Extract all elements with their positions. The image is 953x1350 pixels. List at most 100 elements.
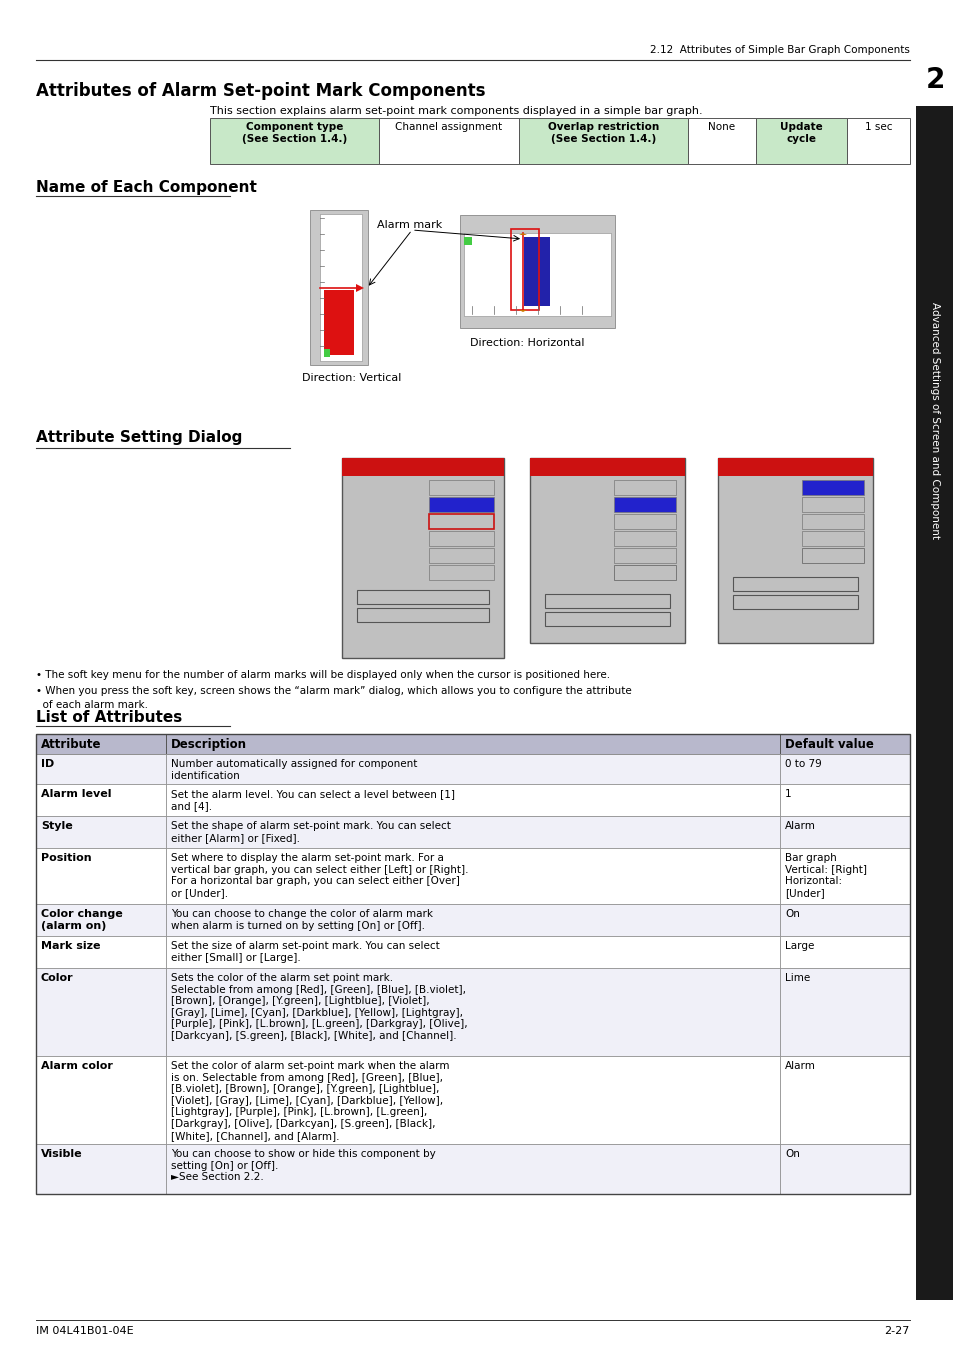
Text: This section explains alarm set-point mark components displayed in a simple bar : This section explains alarm set-point ma… bbox=[210, 107, 702, 116]
Text: Set the color of alarm set-point mark when the alarm
is on. Selectable from amon: Set the color of alarm set-point mark wh… bbox=[171, 1061, 449, 1141]
Bar bbox=[36, 755, 166, 784]
Bar bbox=[780, 848, 909, 904]
Text: Color scale band: Color scale band bbox=[348, 567, 423, 576]
Text: Cancel: Cancel bbox=[407, 610, 438, 620]
Bar bbox=[732, 595, 857, 609]
Bar bbox=[530, 458, 684, 477]
Bar bbox=[36, 848, 166, 904]
Text: Mark size: Mark size bbox=[723, 482, 766, 491]
Text: You can choose to change the color of alarm mark
when alarm is turned on by sett: You can choose to change the color of al… bbox=[171, 909, 433, 930]
Bar bbox=[523, 238, 550, 306]
Bar bbox=[846, 117, 909, 163]
Text: OK: OK bbox=[600, 595, 614, 605]
Text: 2  +  -: 2 + - bbox=[448, 516, 476, 525]
Bar bbox=[780, 968, 909, 1056]
Bar bbox=[378, 117, 518, 163]
Bar bbox=[613, 566, 675, 580]
Bar bbox=[780, 1143, 909, 1193]
Bar bbox=[36, 734, 166, 755]
Text: Base position: Base position bbox=[348, 533, 408, 541]
Text: Alarm mark: Alarm mark bbox=[721, 460, 774, 468]
Text: Channel no: Channel no bbox=[348, 500, 399, 508]
Text: Position: Position bbox=[536, 533, 571, 541]
Bar bbox=[166, 904, 780, 936]
Bar bbox=[780, 1056, 909, 1143]
Bar bbox=[166, 815, 780, 848]
Bar bbox=[544, 594, 669, 608]
Bar bbox=[429, 497, 494, 512]
Bar bbox=[36, 968, 166, 1056]
Text: On: On bbox=[784, 909, 799, 919]
Bar bbox=[166, 936, 780, 968]
Text: ALARM: ALARM bbox=[816, 516, 847, 525]
Text: Alarm color: Alarm color bbox=[41, 1061, 112, 1071]
Text: OK: OK bbox=[416, 593, 429, 601]
Bar bbox=[915, 59, 953, 107]
Bar bbox=[166, 755, 780, 784]
Bar bbox=[36, 1143, 166, 1193]
Text: Attribute Setting Dialog: Attribute Setting Dialog bbox=[36, 431, 242, 446]
Text: 4  2 ◄: 4 2 ◄ bbox=[850, 460, 875, 468]
Text: 0: 0 bbox=[458, 482, 464, 491]
Bar bbox=[463, 234, 610, 316]
Text: Right: Right bbox=[632, 533, 656, 541]
Bar bbox=[518, 117, 687, 163]
Text: Lime: Lime bbox=[784, 973, 809, 983]
Bar bbox=[341, 458, 503, 477]
Bar bbox=[463, 238, 472, 244]
Bar bbox=[324, 350, 330, 356]
Bar bbox=[166, 848, 780, 904]
Text: Color: Color bbox=[723, 500, 747, 508]
Bar bbox=[166, 784, 780, 815]
Bar bbox=[429, 481, 494, 495]
Text: • When you press the soft key, screen shows the “alarm mark” dialog, which allow: • When you press the soft key, screen sh… bbox=[36, 686, 631, 697]
Text: 1  2 ►: 1 2 ► bbox=[481, 460, 506, 468]
Bar bbox=[429, 548, 494, 563]
Bar bbox=[36, 784, 166, 815]
Text: ID: ID bbox=[348, 482, 357, 491]
Text: ID: ID bbox=[536, 482, 545, 491]
Bar bbox=[613, 531, 675, 545]
Bar bbox=[166, 1143, 780, 1193]
Text: On: On bbox=[638, 549, 650, 559]
Text: 1: 1 bbox=[784, 788, 791, 799]
Bar bbox=[613, 514, 675, 529]
Bar bbox=[780, 815, 909, 848]
Bar bbox=[780, 784, 909, 815]
Text: Large: Large bbox=[819, 482, 844, 491]
Polygon shape bbox=[518, 234, 526, 235]
Text: Default value: Default value bbox=[784, 738, 873, 751]
Bar bbox=[310, 211, 368, 364]
Text: 1 sec: 1 sec bbox=[864, 122, 891, 132]
Text: 2.12  Attributes of Simple Bar Graph Components: 2.12 Attributes of Simple Bar Graph Comp… bbox=[649, 45, 909, 55]
Text: Update
cycle: Update cycle bbox=[780, 122, 821, 143]
Bar bbox=[801, 497, 862, 512]
Bar bbox=[780, 936, 909, 968]
Bar bbox=[801, 481, 862, 495]
Bar bbox=[613, 481, 675, 495]
Text: Color: Color bbox=[41, 973, 73, 983]
Text: 2: 2 bbox=[924, 66, 943, 95]
Text: None: None bbox=[707, 122, 735, 132]
Bar bbox=[915, 59, 953, 1300]
Text: 1  2 ►: 1 2 ► bbox=[662, 460, 687, 468]
Text: Lime: Lime bbox=[821, 500, 842, 508]
Text: Set the size of alarm set-point mark. You can select
either [Small] or [Large].: Set the size of alarm set-point mark. Yo… bbox=[171, 941, 439, 963]
Text: Bar graph
Vertical: [Right]
Horizontal:
[Under]: Bar graph Vertical: [Right] Horizontal: … bbox=[784, 853, 866, 898]
Bar bbox=[429, 531, 494, 545]
Text: Vertical: Vertical bbox=[444, 549, 478, 559]
Bar bbox=[544, 612, 669, 626]
Bar bbox=[801, 514, 862, 529]
Polygon shape bbox=[518, 310, 526, 312]
Text: List of Attributes: List of Attributes bbox=[36, 710, 182, 725]
Bar bbox=[429, 514, 494, 529]
Bar bbox=[718, 458, 872, 477]
Text: Cancel: Cancel bbox=[592, 614, 622, 622]
Bar bbox=[36, 1056, 166, 1143]
Bar bbox=[613, 497, 675, 512]
Text: Delete: Delete bbox=[629, 567, 659, 576]
Bar bbox=[36, 904, 166, 936]
Text: Mark size: Mark size bbox=[41, 941, 100, 950]
Text: Alarm: Alarm bbox=[631, 516, 658, 525]
Bar bbox=[780, 904, 909, 936]
